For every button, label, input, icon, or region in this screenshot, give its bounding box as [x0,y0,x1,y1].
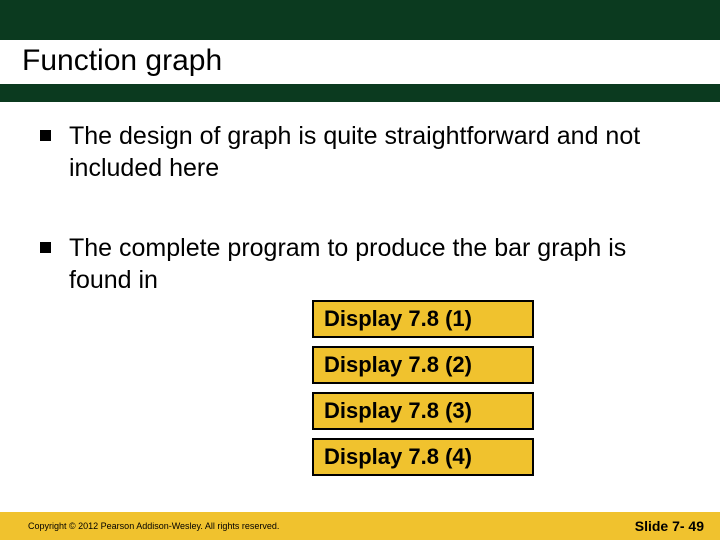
bullet-text: The design of graph is quite straightfor… [69,120,680,184]
bullet-marker-icon [40,242,51,253]
display-link-2[interactable]: Display 7.8 (2) [312,346,534,384]
copyright-text: Copyright © 2012 Pearson Addison-Wesley.… [28,521,279,531]
bullet-item: The complete program to produce the bar … [40,232,680,296]
display-link-3[interactable]: Display 7.8 (3) [312,392,534,430]
display-link-1[interactable]: Display 7.8 (1) [312,300,534,338]
bullet-marker-icon [40,130,51,141]
header-top-band [0,0,720,40]
bullet-item: The design of graph is quite straightfor… [40,120,680,184]
slide-title: Function graph [22,44,222,78]
header-bottom-band [0,84,720,102]
slide-number: Slide 7- 49 [635,518,704,534]
footer-bar: Copyright © 2012 Pearson Addison-Wesley.… [0,512,720,540]
bullet-text: The complete program to produce the bar … [69,232,680,296]
display-boxes-group: Display 7.8 (1) Display 7.8 (2) Display … [312,300,534,476]
display-link-4[interactable]: Display 7.8 (4) [312,438,534,476]
